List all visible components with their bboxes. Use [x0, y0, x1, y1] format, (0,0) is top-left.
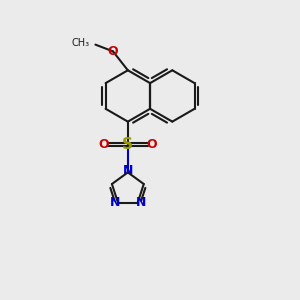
Text: N: N	[110, 196, 120, 209]
Text: S: S	[122, 137, 133, 152]
Text: N: N	[123, 164, 133, 177]
Text: O: O	[108, 45, 118, 58]
Text: O: O	[98, 138, 109, 151]
Text: CH₃: CH₃	[71, 38, 89, 48]
Text: N: N	[136, 196, 146, 209]
Text: O: O	[147, 138, 158, 151]
